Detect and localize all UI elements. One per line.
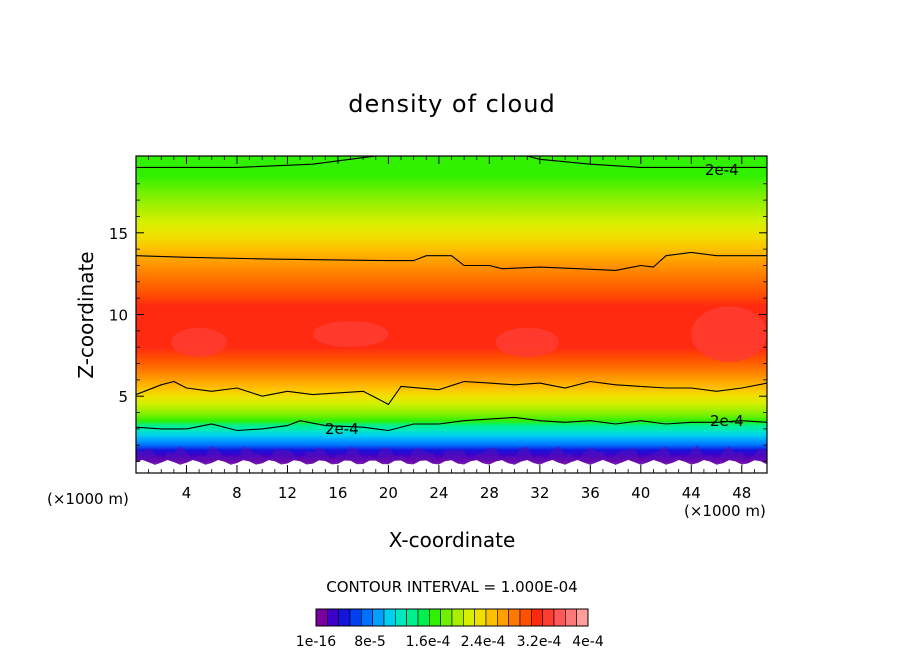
colorbar-cell-6 bbox=[383, 608, 396, 627]
colorbar-label-2: 1.6e-4 bbox=[406, 634, 451, 650]
field-highlights bbox=[136, 306, 767, 473]
colorbar-cell-14 bbox=[474, 608, 487, 627]
colorbar-cell-11 bbox=[440, 608, 453, 627]
colorbar-cell-18 bbox=[519, 608, 532, 627]
colorbar-cell-22 bbox=[565, 608, 577, 627]
y-tick-label-10: 10 bbox=[109, 307, 128, 325]
y-tick-label-5: 5 bbox=[118, 388, 128, 406]
x-tick-label-32: 32 bbox=[530, 484, 549, 502]
red-core-1 bbox=[312, 321, 389, 348]
x-tick-label-44: 44 bbox=[682, 484, 701, 502]
chart-title: density of cloud bbox=[348, 90, 555, 118]
colorbar-cell-12 bbox=[451, 608, 464, 627]
colorbar-cell-1 bbox=[327, 608, 339, 627]
x-tick-label-8: 8 bbox=[232, 484, 242, 502]
y-axis-ticks: 5 10 15 bbox=[109, 167, 767, 462]
contour-mid-lower bbox=[136, 380, 767, 406]
colorbar-cell-21 bbox=[553, 608, 566, 627]
colorbar-frame bbox=[315, 608, 589, 627]
contour-label-right: 2e-4 bbox=[710, 412, 744, 430]
colorbar-label-0: 1e-16 bbox=[296, 634, 336, 650]
colorbar-label-5: 4e-4 bbox=[572, 634, 604, 650]
x-unit-label-left: (×1000 m) bbox=[47, 490, 129, 508]
x-unit-label-right: (×1000 m) bbox=[684, 502, 766, 520]
y-tick-label-15: 15 bbox=[109, 225, 128, 243]
colorbar-label-3: 2.4e-4 bbox=[461, 634, 506, 650]
colorbar-cell-23 bbox=[576, 608, 589, 627]
field-fill bbox=[136, 156, 767, 473]
contour-label-top: 2e-4 bbox=[705, 161, 739, 179]
colorbar-cell-13 bbox=[463, 608, 475, 627]
colorbar-label-4: 3.2e-4 bbox=[517, 634, 562, 650]
red-core-2 bbox=[691, 306, 767, 362]
plot-area bbox=[136, 156, 767, 473]
colorbar-label-1: 8e-5 bbox=[354, 634, 385, 650]
x-tick-label-12: 12 bbox=[278, 484, 297, 502]
colorbar-cell-0 bbox=[315, 608, 328, 627]
colorbar-cell-16 bbox=[497, 608, 509, 627]
y-axis-label: Z-coordinate bbox=[74, 251, 98, 378]
x-axis-ticks: 4 8 12 16 20 24 28 32 36 40 44 48 bbox=[148, 156, 768, 502]
colorbar-cell-15 bbox=[485, 608, 498, 627]
colorbar-cell-3 bbox=[349, 608, 362, 627]
x-tick-label-36: 36 bbox=[581, 484, 600, 502]
x-axis-label: X-coordinate bbox=[389, 528, 516, 552]
x-tick-label-24: 24 bbox=[429, 484, 448, 502]
x-tick-label-48: 48 bbox=[732, 484, 751, 502]
x-tick-label-28: 28 bbox=[480, 484, 499, 502]
red-core-0 bbox=[171, 327, 227, 357]
colorbar-cell-5 bbox=[372, 608, 385, 627]
colorbar-cell-7 bbox=[395, 608, 407, 627]
contour-interval-text: CONTOUR INTERVAL = 1.000E-04 bbox=[326, 578, 577, 596]
contour-upper bbox=[136, 156, 767, 168]
x-tick-label-4: 4 bbox=[182, 484, 192, 502]
contour-mid-upper bbox=[136, 251, 767, 271]
ground-gap bbox=[136, 459, 767, 473]
contour-lower bbox=[136, 416, 767, 432]
colorbar-cell-8 bbox=[406, 608, 419, 627]
colorbar-cell-4 bbox=[361, 608, 373, 627]
x-tick-label-16: 16 bbox=[328, 484, 347, 502]
red-core-3 bbox=[495, 327, 559, 357]
colorbar bbox=[315, 608, 589, 627]
x-tick-label-20: 20 bbox=[379, 484, 398, 502]
x-tick-label-40: 40 bbox=[631, 484, 650, 502]
contour-label-mid: 2e-4 bbox=[325, 420, 359, 438]
colorbar-cell-17 bbox=[508, 608, 521, 627]
colorbar-cell-19 bbox=[531, 608, 543, 627]
colorbar-cell-10 bbox=[429, 608, 441, 627]
contour-lines bbox=[136, 156, 767, 432]
colorbar-cell-9 bbox=[417, 608, 430, 627]
colorbar-cell-20 bbox=[542, 608, 555, 627]
colorbar-labels: 1e-16 8e-5 1.6e-4 2.4e-4 3.2e-4 4e-4 bbox=[296, 634, 604, 650]
colorbar-cell-2 bbox=[338, 608, 351, 627]
